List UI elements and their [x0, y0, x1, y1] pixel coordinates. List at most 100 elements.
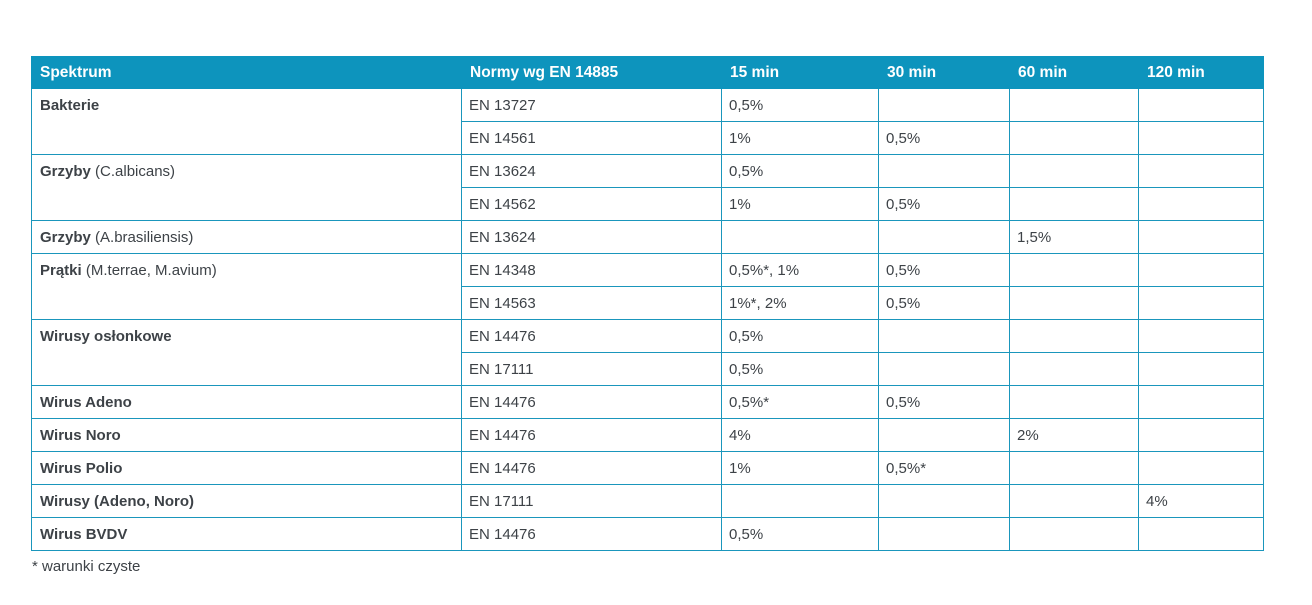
norm-cell: EN 14476 — [461, 451, 722, 485]
table-row: Wirus Adeno EN 14476 0,5%* 0,5% — [31, 385, 1264, 419]
table-row: EN 14562 1% 0,5% — [32, 187, 1264, 221]
value-cell-30min: 0,5% — [878, 385, 1010, 419]
value-cell-120min — [1138, 352, 1264, 386]
value-cell-60min — [1009, 187, 1139, 221]
table-row: Wirusy osłonkowe EN 14476 0,5% — [31, 319, 1264, 386]
value-cell-120min — [1138, 418, 1264, 452]
spektrum-cell: Wirus Polio — [31, 451, 462, 485]
spektrum-detail: (C.albicans) — [90, 163, 176, 180]
value-cell-120min: 4% — [1138, 484, 1264, 518]
value-cell-120min — [1138, 220, 1264, 254]
value-cell-120min — [1138, 253, 1264, 287]
value-cell-120min — [1138, 88, 1264, 122]
value-cell-60min — [1009, 352, 1139, 386]
value-cell-60min — [1009, 88, 1139, 122]
value-cell-60min — [1009, 451, 1139, 485]
table-row: Wirus Noro EN 14476 4% 2% — [31, 418, 1264, 452]
value-cell-30min — [878, 154, 1010, 188]
spektrum-detail: (M.terrae, M.avium) — [81, 262, 217, 279]
column-header-60min: 60 min — [1009, 56, 1139, 89]
spektrum-detail: (A.brasiliensis) — [90, 229, 194, 246]
spektrum-name: Grzyby — [40, 229, 91, 246]
column-header-120min: 120 min — [1138, 56, 1264, 89]
spektrum-cell: Grzyby (A.brasiliensis) — [31, 220, 462, 254]
spectrum-table-section: Spektrum Normy wg EN 14885 15 min 30 min… — [31, 56, 1264, 575]
spektrum-name: Wirusy osłonkowe — [40, 328, 172, 345]
value-cell-30min — [878, 418, 1010, 452]
spektrum-cell: Wirus BVDV — [31, 517, 462, 551]
value-cell-30min — [878, 352, 1010, 386]
spectrum-table: Spektrum Normy wg EN 14885 15 min 30 min… — [31, 56, 1264, 551]
value-cell-30min: 0,5% — [878, 187, 1010, 221]
column-header-15min: 15 min — [721, 56, 879, 89]
norm-cell: EN 14476 — [461, 319, 722, 353]
value-cell-15min — [721, 220, 879, 254]
value-cell-15min: 0,5% — [721, 154, 879, 188]
value-cell-120min — [1138, 187, 1264, 221]
value-cell-15min: 1% — [721, 451, 879, 485]
value-cell-30min: 0,5% — [878, 121, 1010, 155]
value-cell-60min — [1009, 385, 1139, 419]
spektrum-name: Wirus BVDV — [40, 526, 128, 543]
value-cell-60min — [1009, 154, 1139, 188]
column-header-30min: 30 min — [878, 56, 1010, 89]
footnote: * warunki czyste — [32, 558, 141, 575]
value-cell-30min — [878, 517, 1010, 551]
value-cell-60min — [1009, 517, 1139, 551]
value-cell-15min: 4% — [721, 418, 879, 452]
spektrum-name: Wirus Noro — [40, 427, 121, 444]
norm-cell: EN 17111 — [461, 484, 722, 518]
value-cell-120min — [1138, 385, 1264, 419]
norm-cell: EN 14476 — [461, 517, 722, 551]
table-row: Bakterie EN 13727 0,5% — [31, 88, 1264, 155]
value-cell-60min — [1009, 319, 1139, 353]
norm-cell: EN 14562 — [461, 187, 722, 221]
table-row: EN 14561 1% 0,5% — [32, 121, 1264, 155]
value-cell-30min — [878, 220, 1010, 254]
norm-cell: EN 17111 — [461, 352, 722, 386]
norm-cell: EN 13624 — [461, 220, 722, 254]
value-cell-15min: 0,5% — [721, 88, 879, 122]
value-cell-60min — [1009, 484, 1139, 518]
spektrum-cell: Wirus Noro — [31, 418, 462, 452]
norm-cell: EN 13727 — [461, 88, 722, 122]
value-cell-30min — [878, 484, 1010, 518]
value-cell-30min: 0,5% — [878, 253, 1010, 287]
spektrum-name: Wirus Polio — [40, 460, 123, 477]
table-row: Grzyby (A.brasiliensis) EN 13624 1,5% — [31, 220, 1264, 254]
value-cell-15min: 1% — [721, 187, 879, 221]
norm-cell: EN 14476 — [461, 418, 722, 452]
value-cell-15min: 1%*, 2% — [721, 286, 879, 320]
table-row: Prątki (M.terrae, M.avium) EN 14348 0,5%… — [31, 253, 1264, 320]
value-cell-30min: 0,5%* — [878, 451, 1010, 485]
spektrum-cell: Bakterie — [31, 88, 462, 155]
value-cell-30min — [878, 319, 1010, 353]
value-cell-60min: 1,5% — [1009, 220, 1139, 254]
value-cell-15min: 0,5% — [721, 517, 879, 551]
norm-cell: EN 14348 — [461, 253, 722, 287]
value-cell-15min: 0,5%* — [721, 385, 879, 419]
table-row: Grzyby (C.albicans) EN 13624 0,5% — [31, 154, 1264, 221]
spektrum-name: Prątki — [40, 262, 82, 279]
value-cell-30min: 0,5% — [878, 286, 1010, 320]
norm-cell: EN 14561 — [461, 121, 722, 155]
spektrum-cell: Wirus Adeno — [31, 385, 462, 419]
norm-cell: EN 13624 — [461, 154, 722, 188]
table-row: EN 14563 1%*, 2% 0,5% — [32, 286, 1264, 320]
value-cell-60min — [1009, 253, 1139, 287]
table-row: Wirus BVDV EN 14476 0,5% — [31, 517, 1264, 551]
spektrum-name: Bakterie — [40, 97, 100, 114]
column-header-normy: Normy wg EN 14885 — [461, 56, 722, 89]
spektrum-cell: Grzyby (C.albicans) — [31, 154, 462, 221]
value-cell-120min — [1138, 319, 1264, 353]
value-cell-120min — [1138, 517, 1264, 551]
value-cell-60min — [1009, 121, 1139, 155]
value-cell-120min — [1138, 154, 1264, 188]
column-header-spektrum: Spektrum — [31, 56, 462, 89]
value-cell-120min — [1138, 286, 1264, 320]
spektrum-name: Wirus Adeno — [40, 394, 132, 411]
value-cell-60min — [1009, 286, 1139, 320]
spektrum-name: Grzyby — [40, 163, 91, 180]
value-cell-120min — [1138, 121, 1264, 155]
table-row: Wirus Polio EN 14476 1% 0,5%* — [31, 451, 1264, 485]
